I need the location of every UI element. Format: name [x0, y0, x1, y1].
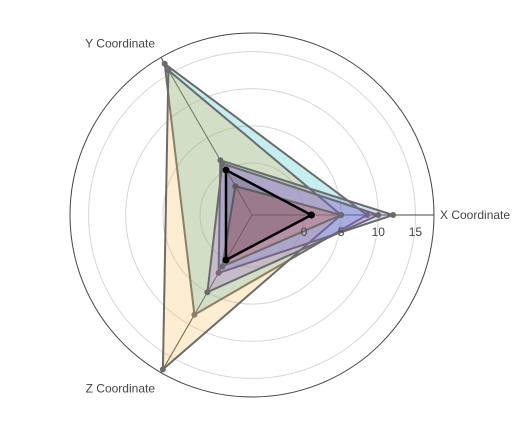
- radial-tick-label: 15: [409, 225, 423, 239]
- series-3-point-0: [375, 212, 382, 218]
- series-1-point-2: [159, 366, 166, 373]
- series-5-point-1: [222, 166, 230, 174]
- axis-spoke: [160, 57, 253, 216]
- series-area-5: [224, 168, 313, 262]
- series-layer: [159, 60, 397, 373]
- series-4-point-2: [219, 263, 226, 270]
- axis-label-1: Y Coordinate: [85, 36, 155, 50]
- series-0-point-0: [364, 212, 371, 218]
- radial-tick-label: 0: [301, 225, 308, 239]
- series-5-point-0: [307, 211, 315, 219]
- radial-tick-label: 10: [372, 225, 386, 239]
- radial-tick-label: 5: [338, 225, 345, 239]
- series-2-point-0: [390, 212, 397, 218]
- label-layer: 0 5 10 15 X Coordinate Y Coordinate Z Coordina…: [85, 36, 510, 395]
- series-4-point-1: [232, 183, 239, 190]
- series-2-point-2: [215, 269, 222, 276]
- series-4-point-0: [338, 212, 345, 218]
- series-0-point-1: [161, 60, 168, 67]
- series-area-3: [206, 162, 380, 294]
- series-3-point-1: [219, 160, 226, 167]
- axis-label-0: X Coordinate: [440, 208, 510, 222]
- series-3-point-2: [204, 289, 211, 296]
- series-5-point-2: [222, 256, 230, 264]
- series-1-point-1: [165, 67, 172, 74]
- series-area-0: [163, 62, 369, 316]
- axis-label-2: Z Coordinate: [86, 382, 156, 396]
- series-0-point-2: [191, 311, 198, 318]
